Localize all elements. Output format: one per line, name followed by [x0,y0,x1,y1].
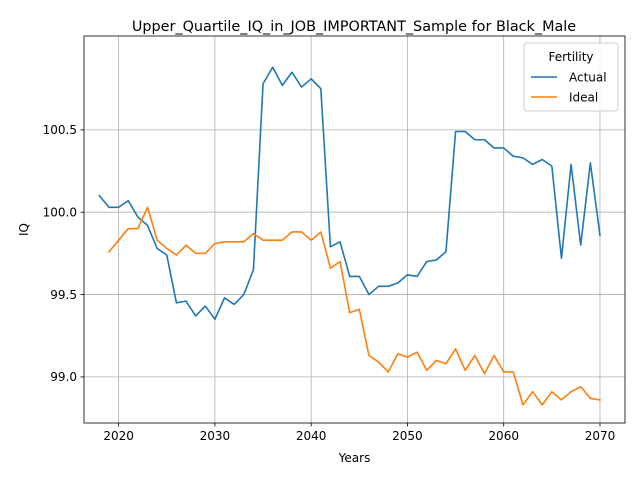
series-line-actual [98,66,601,321]
x-tick-label: 2040 [296,429,327,443]
x-axis-ticks: 2020 2030 2040 2050 2060 2070 [103,423,615,443]
x-tick-label: 2050 [392,429,423,443]
x-tick-label: 2070 [585,429,616,443]
y-tick-label: 99.5 [50,288,77,302]
chart-title: Upper_Quartile_IQ_in_JOB_IMPORTANT_Sampl… [132,19,576,35]
legend-title: Fertility [548,50,593,64]
legend-box [523,42,619,112]
series-lines [98,66,601,406]
x-axis-label: Years [338,451,371,465]
y-tick-label: 99.0 [50,370,77,384]
legend: Fertility Actual Ideal [523,42,619,112]
x-tick-label: 2060 [488,429,519,443]
y-tick-label: 100.5 [43,123,77,137]
plot-frame [83,35,626,424]
y-tick-label: 100.0 [43,206,77,220]
x-tick-label: 2020 [103,429,134,443]
series-line-ideal [107,206,601,406]
legend-label-actual: Actual [569,71,607,85]
y-axis-label: IQ [17,223,31,236]
x-tick-label: 2030 [200,429,231,443]
y-axis-ticks: 99.0 99.5 100.0 100.5 [43,123,84,384]
legend-label-ideal: Ideal [569,91,598,105]
